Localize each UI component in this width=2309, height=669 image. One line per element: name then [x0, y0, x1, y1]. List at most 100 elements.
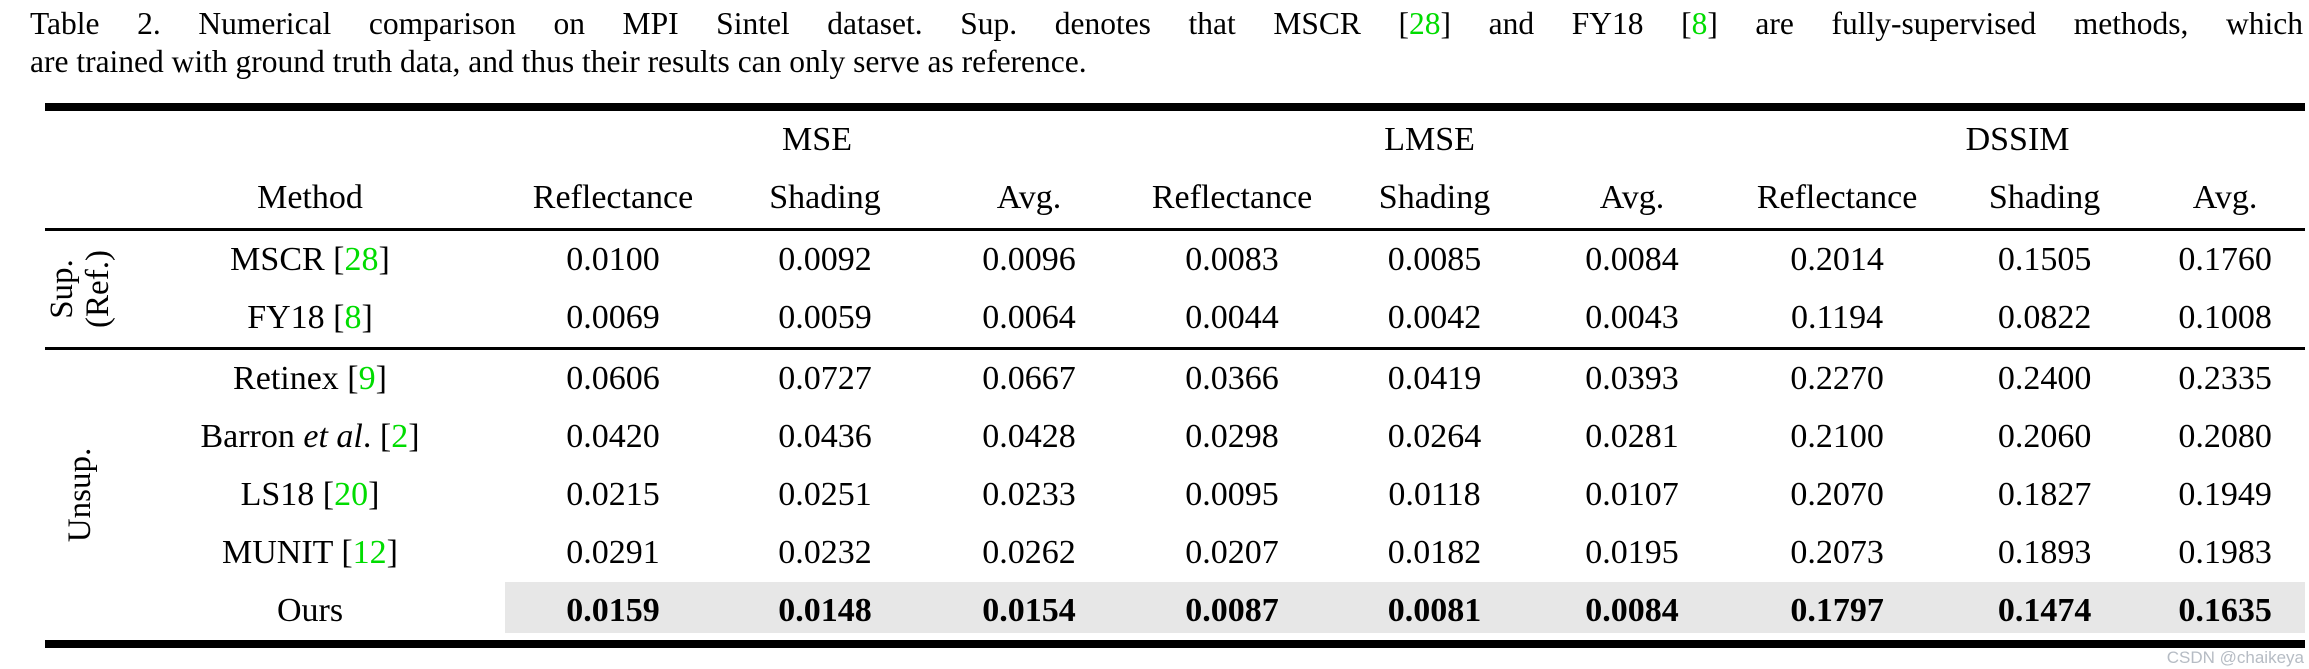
metric-value-cell: 0.0064	[982, 299, 1076, 336]
metric-value-cell: 0.0366	[1129, 347, 1336, 408]
metric-value-cell: 0.0251	[778, 476, 872, 513]
citation-number: 9	[358, 360, 376, 397]
table-caption: Table 2. Numerical comparison on MPI Sin…	[0, 5, 2309, 80]
metric-value-cell: 0.0727	[721, 347, 929, 408]
metric-value-cell: 0.1194	[1790, 299, 1884, 336]
sub-column-header: Avg.	[1534, 168, 1731, 231]
metric-value-cell: 0.0085	[1387, 241, 1482, 278]
metric-value-cell: 0.0084	[1534, 582, 1731, 644]
metric-value-cell: 0.0044	[1185, 299, 1279, 336]
metric-value-cell: 0.0043	[1585, 299, 1679, 336]
watermark: CSDN @chaikeya	[2166, 648, 2304, 667]
caption-line: are trained with ground truth data, and …	[30, 43, 2303, 81]
method-name-cell: Retinex [9]	[115, 347, 505, 408]
metric-value-cell: 0.0233	[982, 476, 1076, 513]
metric-value-cell: 0.0107	[1585, 476, 1679, 513]
metric-value-cell: 0.0095	[1185, 476, 1279, 513]
table-row: FY18 [8] 0.0069 0.0059 0.0064 0.0044 0.0042 0.…	[45, 289, 2305, 349]
sub-column-header: Reflectance	[1129, 168, 1336, 231]
metric-value-cell: 0.0087	[1129, 582, 1336, 644]
metric-value-cell: 0.0207	[1185, 534, 1279, 571]
sub-column-header: Avg.	[2145, 168, 2306, 231]
metric-value-cell: 0.0428	[982, 418, 1076, 455]
caption-text: Table 2. Numerical comparison on MPI Sin…	[30, 6, 1410, 41]
metric-value-cell: 0.2070	[1790, 476, 1884, 513]
method-name-cell: MSCR [28]	[115, 230, 505, 290]
metric-value-cell: 0.2073	[1790, 534, 1884, 571]
metric-value-cell: 0.0232	[778, 534, 872, 571]
citation-number: 12	[352, 534, 387, 571]
row-group-label: Sup. (Ref.)	[44, 250, 116, 328]
sub-column-header: Shading	[1944, 168, 2146, 231]
method-name-text: MSCR [	[230, 241, 345, 278]
caption-text: are trained with ground truth data, and …	[30, 43, 1087, 79]
metric-value-cell: 0.0215	[566, 476, 660, 513]
metric-value-cell: 0.1797	[1730, 582, 1945, 644]
metric-group-header: MSE	[782, 120, 852, 158]
method-name-text: Ours	[276, 592, 344, 629]
table-row: Unsup. Retinex [9] 0.0606 0.0727 0.0667 0.036…	[45, 347, 2306, 644]
method-name-text: ]	[378, 241, 390, 278]
metric-value-cell: 0.0059	[778, 299, 872, 336]
metric-value-cell: 0.0069	[566, 299, 660, 336]
method-name-cell: MUNIT [12]	[115, 524, 505, 582]
method-name-text: ]	[375, 360, 387, 397]
citation-number: 8	[1691, 6, 1708, 41]
metric-value-cell: 0.0393	[1534, 347, 1731, 408]
metric-value-cell: 0.2400	[1944, 347, 2146, 408]
metric-value-cell: 0.2014	[1790, 241, 1884, 278]
method-name-text: LS18 [	[240, 476, 335, 513]
citation-number: 20	[334, 476, 369, 513]
sub-column-header: Reflectance	[505, 168, 721, 231]
metric-value-cell: 0.0264	[1387, 418, 1482, 455]
metric-value-cell: 0.0042	[1387, 299, 1482, 336]
sub-column-header: Shading	[721, 168, 929, 231]
metric-value-cell: 0.1505	[1997, 241, 2092, 278]
method-name-text: Retinex [	[233, 360, 359, 397]
caption-text: ] and FY18 [	[1440, 6, 1692, 41]
results-table: MSE LMSE DSSIM Method Reflectance Shading Avg.…	[44, 103, 2306, 648]
table-row: MUNIT [12] 0.0291 0.0232 0.0262 0.0207 0.0182…	[45, 524, 2305, 582]
method-name-text: FY18 [	[247, 299, 345, 336]
metric-value-cell: 0.0436	[778, 418, 872, 455]
sub-column-header: Avg.	[929, 168, 1130, 231]
metric-value-cell: 0.0195	[1585, 534, 1679, 571]
table-row: LS18 [20] 0.0215 0.0251 0.0233 0.0095 0.0118 0…	[45, 466, 2305, 524]
method-name-text: MUNIT [	[222, 534, 353, 571]
sub-column-header: Reflectance	[1730, 168, 1945, 231]
method-name-text: ]	[368, 476, 380, 513]
metric-value-cell: 0.0298	[1185, 418, 1279, 455]
metric-value-cell: 0.0419	[1335, 347, 1535, 408]
row-group-cell: Unsup.	[45, 347, 115, 644]
row-group-label: Unsup.	[62, 447, 98, 543]
metric-value-cell: 0.1827	[1997, 476, 2092, 513]
method-column-header: Method	[115, 168, 505, 231]
metric-value-cell: 0.0182	[1387, 534, 1482, 571]
metric-value-cell: 0.0154	[929, 582, 1130, 644]
method-name-text: Barron	[200, 418, 304, 455]
method-name-text: ]	[386, 534, 398, 571]
method-name-text: ]	[361, 299, 373, 336]
metric-value-cell: 0.0096	[982, 241, 1076, 278]
metric-value-cell: 0.0606	[505, 347, 721, 408]
metric-value-cell: 0.0148	[721, 582, 929, 644]
metric-value-cell: 0.0822	[1997, 299, 2092, 336]
metric-value-cell: 0.2060	[1997, 418, 2092, 455]
table-row: Sup. (Ref.) MSCR [28] 0.0100 0.0092 0.0096 0.…	[44, 230, 2305, 328]
header-corner-blank	[45, 107, 505, 168]
metric-value-cell: 0.2335	[2145, 347, 2306, 408]
metric-value-cell: 0.0159	[505, 582, 721, 644]
method-name-cell: Ours	[115, 582, 505, 644]
metric-value-cell: 0.0100	[566, 241, 660, 278]
row-group-cell: Sup. (Ref.)	[44, 230, 116, 349]
metric-value-cell: 0.0291	[566, 534, 660, 571]
method-name-text: et al	[303, 418, 363, 455]
table-row: Barron et al. [2] 0.0420 0.0436 0.0428 0.029…	[45, 408, 2305, 466]
metric-value-cell: 0.0667	[929, 347, 1130, 408]
metric-value-cell: 0.0083	[1185, 241, 1279, 278]
method-name-text: ]	[408, 418, 420, 455]
metric-value-cell: 0.1893	[1997, 534, 2092, 571]
citation-number: 2	[391, 418, 409, 455]
metric-value-cell: 0.1949	[2178, 476, 2272, 513]
method-name-text: . [	[362, 418, 392, 455]
